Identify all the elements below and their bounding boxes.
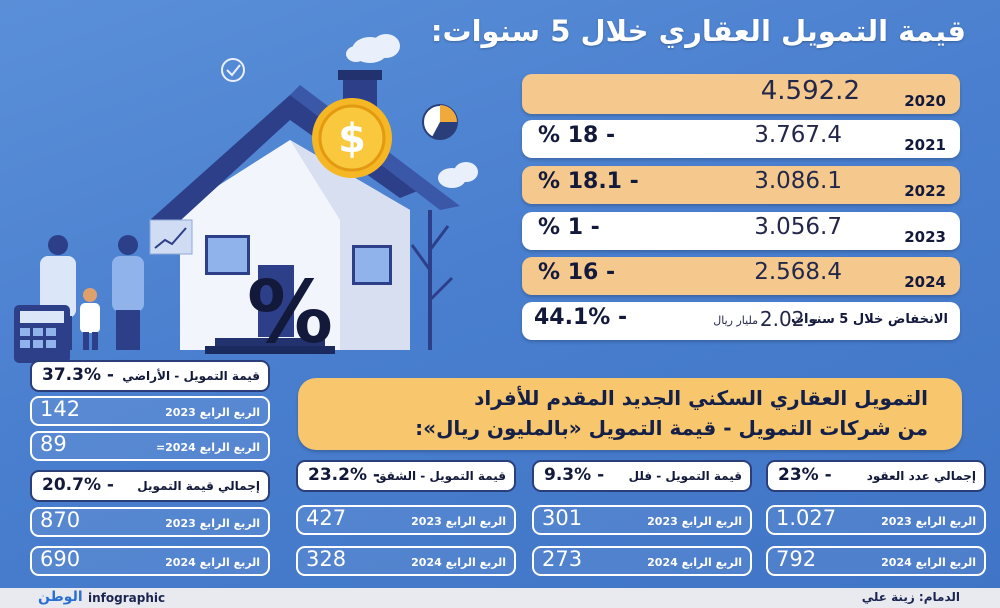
year-label: 2023 — [904, 228, 946, 246]
footer-bar: الوطن infographic الدمام: زينة علي — [0, 588, 1000, 608]
land-q2024-row: الربع الرابع 2024= 89 — [30, 431, 270, 461]
row-label: الربع الرابع 2024 — [881, 556, 976, 569]
card-label: قيمة التمويل - الأراضي — [122, 369, 260, 383]
infographic-tag: infographic — [88, 591, 166, 605]
contracts-q2023-row: الربع الرابع 2023 1.027 — [766, 505, 986, 535]
decline-change: - 44.1% — [534, 305, 628, 330]
land-card-header: قيمة التمويل - الأراضي - 37.3% — [30, 360, 270, 392]
year-amount: 4.592.2 — [760, 76, 860, 106]
card-change: - 23.2% — [308, 465, 380, 485]
row-value: 690 — [40, 547, 81, 571]
card-label: إجمالي قيمة التمويل — [137, 479, 260, 493]
card-change: - 23% — [778, 465, 832, 485]
decline-value: - 2.02 — [759, 307, 818, 331]
row-value: 301 — [542, 506, 583, 530]
decline-unit: مليار ريال — [713, 314, 758, 327]
contracts-q2024-row: الربع الرابع 2024 792 — [766, 546, 986, 576]
row-value: 1.027 — [776, 506, 837, 530]
apartment-q2024-row: الربع الرابع 2024 328 — [296, 546, 516, 576]
checkmark-icon — [221, 58, 245, 82]
row-value: 792 — [776, 547, 817, 571]
row-label: الربع الرابع 2023 — [411, 515, 506, 528]
year-label: 2020 — [904, 92, 946, 110]
year-row-2023: 2023 3.056.7 - 1 % — [522, 212, 960, 250]
land-q2023-row: الربع الرابع 2023 142 — [30, 396, 270, 426]
headline-line-2: من شركات التمويل - قيمة التمويل «بالمليو… — [415, 416, 928, 440]
calculator-icon — [14, 305, 70, 363]
row-value: 273 — [542, 547, 583, 571]
card-label: قيمة التمويل - فلل — [628, 469, 742, 483]
year-label: 2024 — [904, 273, 946, 291]
pie-chart-icon — [422, 104, 458, 140]
svg-text:%: % — [247, 263, 333, 363]
apartment-q2023-row: الربع الرابع 2023 427 — [296, 505, 516, 535]
row-label: الربع الرابع 2023 — [165, 517, 260, 530]
card-label: قيمة التمويل - الشقق — [375, 469, 506, 483]
year-row-2024: 2024 2.568.4 - 16 % — [522, 257, 960, 295]
row-label: الربع الرابع 2024 — [165, 556, 260, 569]
total-card-header: إجمالي قيمة التمويل - 20.7% — [30, 470, 270, 502]
year-change: - 18.1 % — [538, 169, 639, 194]
card-change: - 9.3% — [544, 465, 605, 485]
row-value: 427 — [306, 506, 347, 530]
brand-logo: الوطن — [38, 589, 83, 605]
cloud-icon — [346, 34, 478, 188]
author-credit: الدمام: زينة علي — [861, 590, 960, 604]
row-value: 142 — [40, 397, 81, 421]
year-change: - 16 % — [538, 260, 616, 285]
year-amount: 3.767.4 — [754, 122, 842, 148]
villa-card-header: قيمة التمويل - فلل - 9.3% — [532, 460, 752, 492]
year-label: 2022 — [904, 182, 946, 200]
apartment-card-header: قيمة التمويل - الشقق - 23.2% — [296, 460, 516, 492]
card-change: - 37.3% — [42, 365, 114, 385]
year-row-2021: 2021 3.767.4 - 18 % — [522, 120, 960, 158]
svg-text:$: $ — [338, 116, 366, 162]
year-row-2022: 2022 3.086.1 - 18.1 % — [522, 166, 960, 204]
year-amount: 2.568.4 — [754, 259, 842, 285]
contracts-card-header: إجمالي عدد العقود - 23% — [766, 460, 986, 492]
card-change: - 20.7% — [42, 475, 114, 495]
year-change: - 18 % — [538, 123, 616, 148]
section-headline: التمويل العقاري السكني الجديد المقدم للأ… — [298, 378, 962, 450]
year-amount: 3.086.1 — [754, 168, 842, 194]
page-title: قيمة التمويل العقاري خلال 5 سنوات: — [430, 14, 966, 48]
villa-q2023-row: الربع الرابع 2023 301 — [532, 505, 752, 535]
year-label: 2021 — [904, 136, 946, 154]
row-label: الربع الرابع 2024= — [155, 441, 260, 454]
card-label: إجمالي عدد العقود — [866, 469, 976, 483]
year-change: - 1 % — [538, 215, 600, 240]
decline-label: الانخفاض خلال 5 سنوات — [790, 312, 948, 327]
year-amount: 3.056.7 — [754, 214, 842, 240]
headline-line-1: التمويل العقاري السكني الجديد المقدم للأ… — [474, 386, 928, 410]
row-value: 328 — [306, 547, 347, 571]
row-label: الربع الرابع 2024 — [411, 556, 506, 569]
year-row-2020: 2020 4.592.2 — [522, 74, 960, 114]
dollar-coin-icon: $ — [312, 98, 392, 178]
row-value: 870 — [40, 508, 81, 532]
row-label: الربع الرابع 2023 — [881, 515, 976, 528]
five-year-decline-row: الانخفاض خلال 5 سنوات - 2.02 مليار ريال … — [522, 302, 960, 340]
total-q2023-row: الربع الرابع 2023 870 — [30, 507, 270, 537]
row-label: الربع الرابع 2023 — [647, 515, 742, 528]
row-label: الربع الرابع 2023 — [165, 406, 260, 419]
row-value: 89 — [40, 432, 67, 456]
row-label: الربع الرابع 2024 — [647, 556, 742, 569]
villa-q2024-row: الربع الرابع 2024 273 — [532, 546, 752, 576]
total-q2024-row: الربع الرابع 2024 690 — [30, 546, 270, 576]
percent-sign-icon: % — [247, 263, 333, 363]
house-illustration: $ % — [14, 34, 478, 363]
